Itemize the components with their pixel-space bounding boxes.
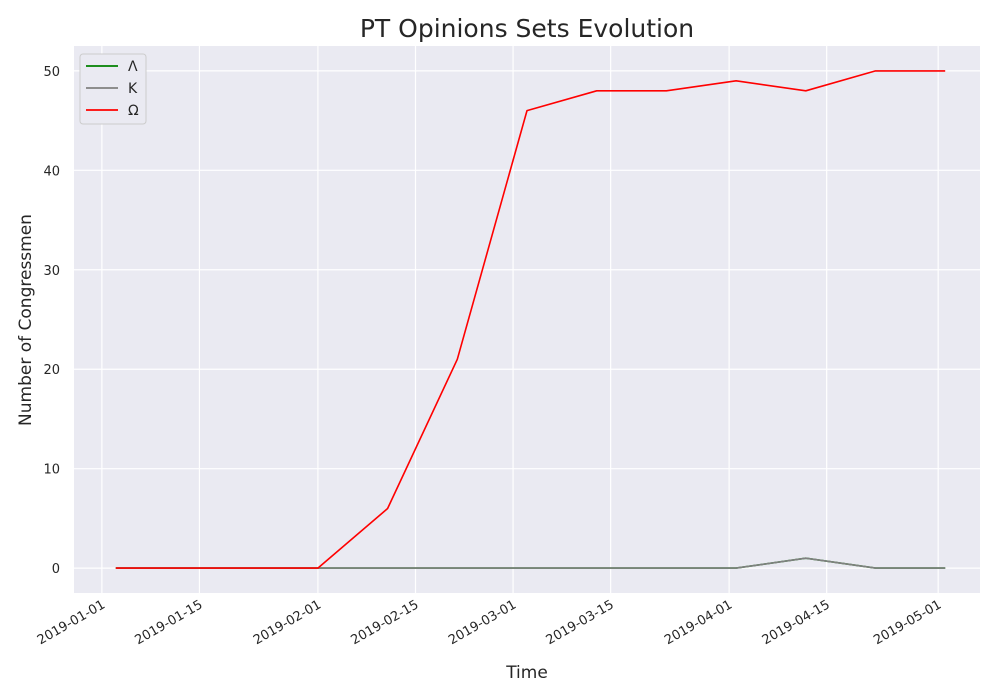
legend-entry: Ω bbox=[128, 103, 139, 119]
grid bbox=[74, 46, 980, 593]
x-tick-label: 2019-03-01 bbox=[446, 597, 519, 648]
legend: ΛKΩ bbox=[79, 53, 147, 125]
y-tick-label: 0 bbox=[52, 562, 60, 577]
x-axis-label: Time bbox=[505, 663, 548, 683]
series-line-2 bbox=[115, 70, 946, 569]
y-tick-label: 40 bbox=[43, 164, 60, 179]
x-tick-label: 2019-02-01 bbox=[251, 597, 324, 648]
x-tick-label: 2019-01-01 bbox=[35, 597, 108, 648]
y-tick-label: 30 bbox=[43, 264, 60, 279]
y-tick-label: 20 bbox=[43, 363, 60, 378]
legend-box bbox=[79, 53, 147, 125]
x-tick-label: 2019-04-01 bbox=[662, 597, 735, 648]
x-tick-label: 2019-01-15 bbox=[133, 597, 206, 648]
legend-entry: K bbox=[128, 81, 138, 97]
y-tick-label: 50 bbox=[43, 65, 60, 80]
y-tick-label: 10 bbox=[43, 463, 60, 478]
x-tick-label: 2019-04-15 bbox=[760, 597, 833, 648]
x-tick-label: 2019-03-15 bbox=[544, 597, 617, 648]
y-axis-label: Number of Congressmen bbox=[16, 214, 36, 426]
legend-entry: Λ bbox=[128, 59, 138, 75]
plot-background bbox=[74, 46, 980, 593]
series-lines bbox=[115, 70, 946, 569]
x-tick-label: 2019-02-15 bbox=[349, 597, 422, 648]
chart-title: PT Opinions Sets Evolution bbox=[360, 14, 694, 43]
x-tick-label: 2019-05-01 bbox=[871, 597, 944, 648]
